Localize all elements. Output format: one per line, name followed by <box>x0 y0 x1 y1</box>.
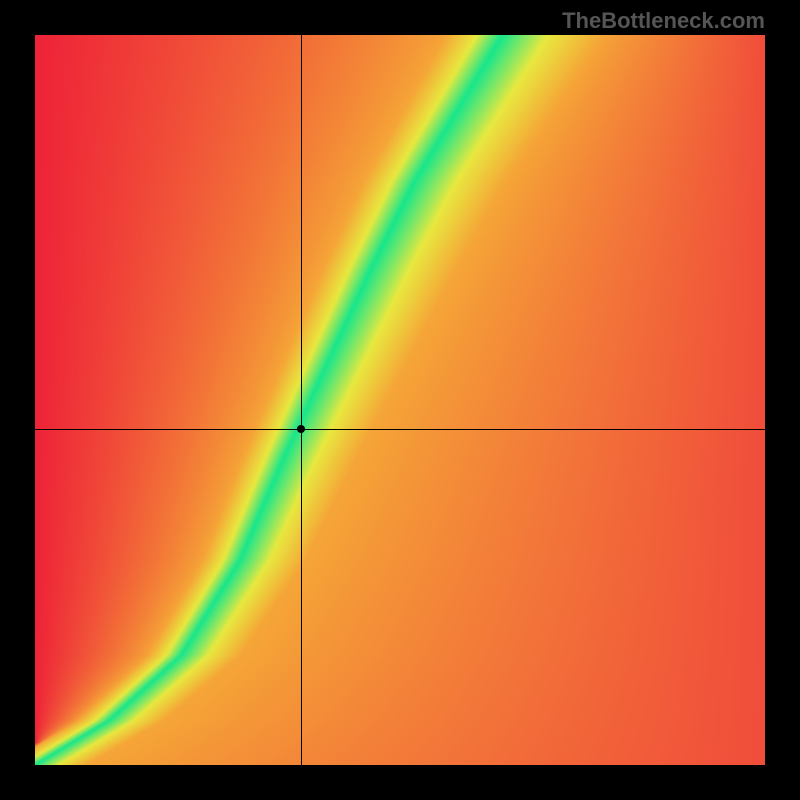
heatmap-canvas <box>35 35 765 765</box>
watermark-text: TheBottleneck.com <box>562 8 765 34</box>
crosshair-vertical <box>301 35 302 765</box>
crosshair-marker-dot <box>297 425 305 433</box>
crosshair-horizontal <box>35 429 765 430</box>
heatmap-chart <box>35 35 765 765</box>
